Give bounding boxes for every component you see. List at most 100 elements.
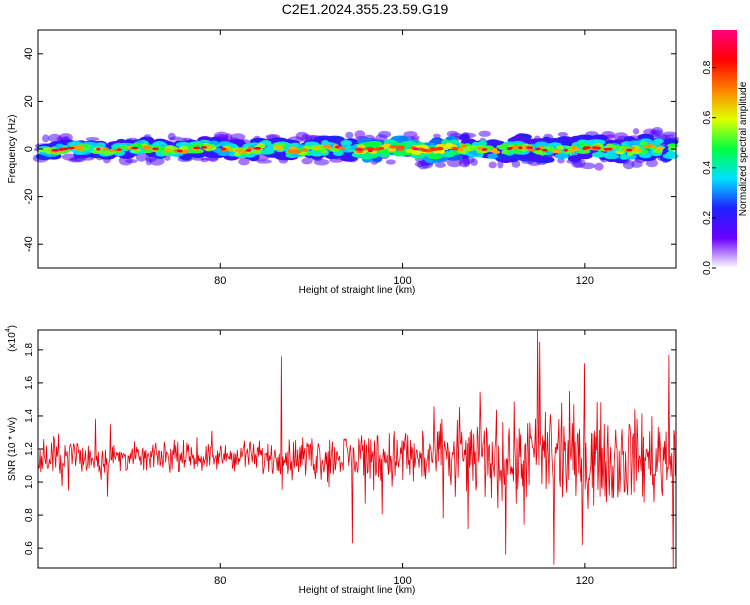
colorbar-tick-label: 0.0	[702, 261, 713, 275]
spectrogram-band-blob	[501, 150, 510, 155]
spectrogram-band-blob	[259, 149, 275, 155]
spectrogram-x-axis-label: Height of straight line (km)	[299, 285, 416, 296]
spectrogram-halo-blob	[403, 131, 418, 138]
spectrogram-band-blob	[571, 146, 577, 150]
spectrogram-halo-blob	[256, 159, 272, 164]
spectrogram-halo-blob	[68, 157, 83, 163]
spectrogram-band-blob	[201, 146, 208, 149]
spectrogram-halo-blob	[345, 131, 354, 139]
spectrogram-halo-blob	[557, 132, 569, 137]
spectrogram-band-blob	[108, 148, 115, 153]
spectrogram-band-blob	[362, 141, 378, 148]
colorbar-tick-label: 0.4	[702, 160, 713, 174]
spectrogram-halo-blob	[295, 131, 309, 141]
spectrogram-band-blob	[507, 146, 513, 150]
spectrogram-band-blob	[205, 145, 213, 149]
spectrogram-band-blob	[496, 144, 508, 149]
snr-y-tick-label: 1.8	[24, 342, 35, 356]
spectrogram-band-blob	[592, 146, 597, 150]
snr-x-tick-label: 120	[576, 575, 594, 587]
spectrogram-band-blob	[62, 147, 69, 151]
figure-title: C2E1.2024.355.23.59.G19	[282, 1, 449, 17]
spectrogram-band-blob	[322, 144, 332, 148]
spectrogram-band-blob	[459, 133, 470, 141]
spectrogram-halo-blob	[301, 157, 313, 165]
spectrogram-band-blob	[541, 148, 548, 152]
spectrogram-band-blob	[277, 147, 285, 151]
spectrogram-band-blob	[257, 143, 265, 148]
spectrogram-band-blob	[396, 147, 405, 151]
spectrogram-band-blob	[51, 148, 59, 152]
spectrogram-band-blob	[126, 145, 132, 149]
spectrogram-band-blob	[518, 146, 523, 150]
spectrogram-halo-blob	[632, 128, 640, 135]
spectrogram-halo-blob	[446, 130, 459, 137]
spectrogram-band-blob	[534, 150, 543, 155]
spectrogram-band-blob	[95, 142, 106, 148]
spectrogram-y-tick-label: 40	[23, 48, 35, 60]
spectrogram-band-blob	[367, 149, 373, 153]
spectrogram-halo-blob	[478, 130, 491, 137]
spectrogram-band-blob	[116, 148, 122, 152]
colorbar-tick-label: 0.2	[702, 211, 713, 225]
spectrogram-band-blob	[655, 146, 665, 150]
spectrogram-band-blob	[59, 148, 64, 152]
spectrogram-y-axis-label: Frequency (Hz)	[7, 115, 18, 184]
spectrogram-band-blob	[652, 148, 663, 154]
spectrogram-band-blob	[481, 148, 488, 151]
spectrogram-band-blob	[182, 149, 190, 153]
spectrogram-band-blob	[389, 144, 399, 149]
colorbar-label: Normalized spectral amplitude	[738, 81, 749, 216]
spectrogram-halo-blob	[594, 162, 604, 171]
spectrogram-band-blob	[227, 147, 234, 152]
spectrogram-band-blob	[451, 147, 459, 151]
spectrogram-band-blob	[96, 147, 101, 151]
spectrogram-band-blob	[245, 149, 252, 152]
spectrogram-halo-blob	[42, 134, 50, 143]
spectrogram-band-blob	[556, 145, 564, 150]
spectrogram-band-blob	[420, 148, 427, 152]
spectrogram-band-blob	[603, 147, 611, 151]
spectrogram-halo-blob	[470, 158, 478, 166]
spectrogram-band-blob	[300, 148, 308, 152]
spectrogram-y-tick-label: -20	[23, 189, 35, 205]
snr-y-scale-factor: (x104)	[5, 325, 18, 352]
spectrogram-band-blob	[251, 149, 263, 154]
spectrogram-band-blob	[193, 146, 201, 150]
spectrogram-band-blob	[469, 145, 478, 150]
spectrogram-band-blob	[91, 149, 104, 154]
spectrogram-band-blob	[254, 146, 262, 150]
spectrogram-band-blob	[131, 148, 141, 153]
spectrogram-band-blob	[365, 153, 378, 159]
spectrogram-band-blob	[510, 145, 520, 150]
spectrogram-band-blob	[510, 135, 527, 143]
spectrogram-halo-blob	[85, 137, 100, 142]
spectrogram-x-tick-label: 100	[393, 275, 411, 287]
spectrogram-band-blob	[551, 149, 562, 154]
svg-text:(x104): (x104)	[5, 325, 18, 352]
spectrogram-ticks: 80 100 120 -40 -20 0 20 40	[23, 30, 676, 287]
spectrogram-band	[32, 126, 680, 171]
spectrogram-band-blob	[356, 144, 366, 149]
spectrogram-band-blob	[162, 150, 170, 156]
colorbar: 0.0 0.2 0.4 0.6 0.8 Normalized spectral ampl…	[702, 30, 749, 275]
spectrogram-band-blob	[435, 146, 444, 151]
spectrogram-band-blob	[66, 146, 75, 150]
spectrogram-band-blob	[639, 141, 648, 146]
spectrogram-band-blob	[382, 143, 392, 148]
spectrogram-band-blob	[192, 142, 204, 147]
colorbar-tick-label: 0.6	[702, 110, 713, 124]
snr-y-tick-label: 1.2	[24, 442, 35, 456]
spectrogram-band-blob	[164, 148, 173, 152]
spectrogram-band-blob	[142, 146, 152, 150]
spectrogram-y-tick-label: -40	[23, 236, 35, 252]
spectrogram-band-blob	[461, 144, 467, 148]
snr-x-tick-label: 100	[393, 575, 411, 587]
spectrogram-halo-blob	[238, 157, 250, 166]
spectrogram-band-blob	[335, 145, 340, 149]
spectrogram-x-tick-label: 120	[576, 275, 594, 287]
spectrogram-halo-blob	[168, 136, 183, 141]
spectrogram-band-blob	[596, 146, 601, 150]
spectrogram-band-blob	[220, 147, 226, 151]
